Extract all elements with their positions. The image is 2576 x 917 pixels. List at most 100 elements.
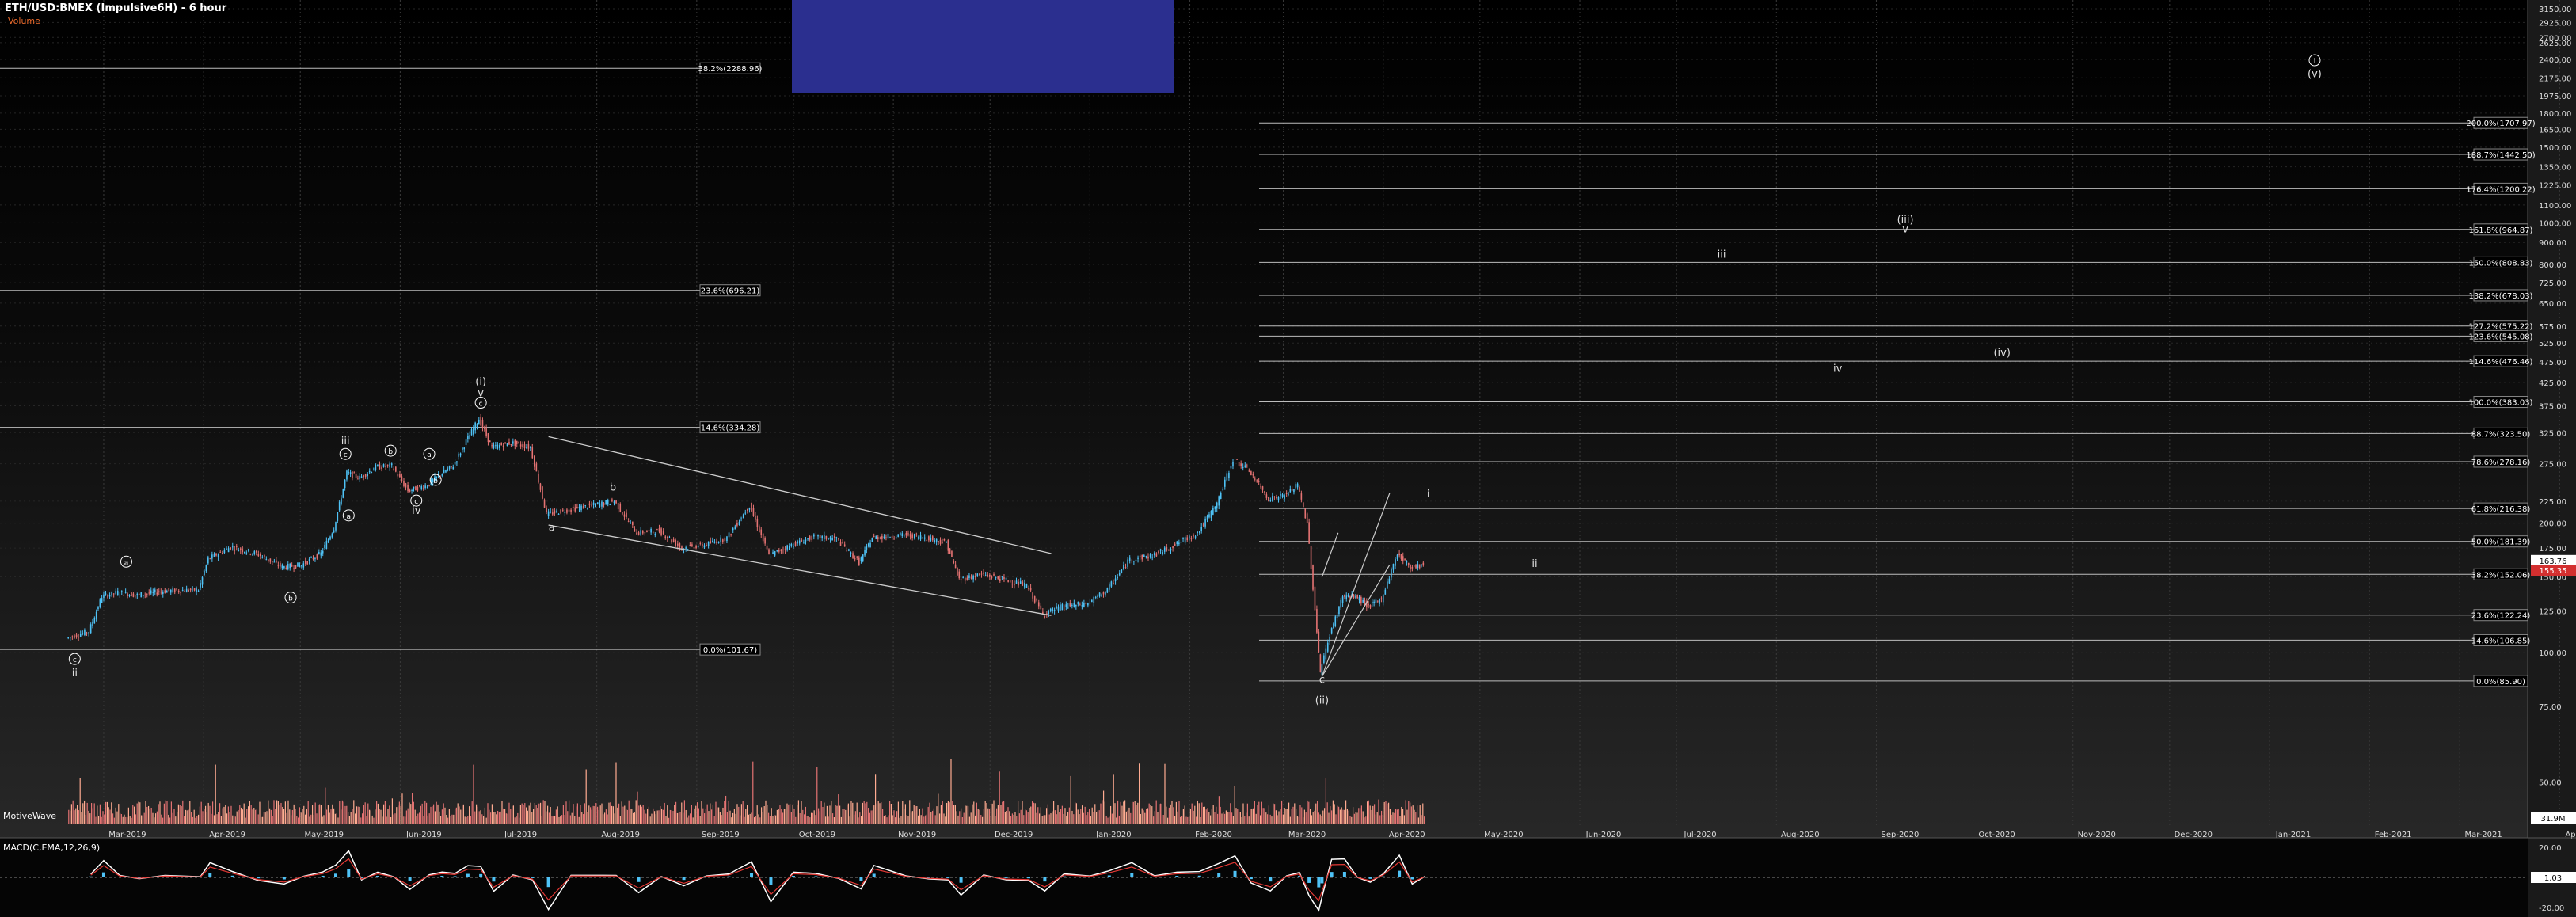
x-tick-label: Mar-2020 [1288, 831, 1326, 839]
y-tick-label: 1000.00 [2539, 219, 2571, 228]
candle-body [907, 533, 909, 535]
volume-bar [1358, 808, 1360, 824]
volume-bar [293, 804, 295, 824]
volume-bar [95, 816, 97, 824]
volume-bar [601, 803, 603, 824]
candle-body [695, 546, 697, 549]
candle-body [368, 470, 371, 473]
candle-body [1206, 516, 1208, 520]
volume-bar [551, 816, 553, 824]
volume-bar [1007, 807, 1009, 824]
candle-body [265, 558, 268, 561]
volume-bar [771, 808, 772, 824]
volume-bar [790, 812, 792, 824]
volume-bar [865, 803, 866, 824]
volume-bar [421, 803, 423, 824]
candle-body [1250, 471, 1252, 476]
volume-bar [284, 801, 286, 824]
volume-bar [695, 805, 697, 824]
fib-label-box [2473, 675, 2528, 687]
wave-label: a [427, 451, 432, 459]
volume-bar [1091, 807, 1093, 824]
candle-body [338, 501, 341, 511]
candle-body [287, 563, 289, 570]
candle-body [534, 455, 535, 467]
price-tag [2531, 554, 2576, 566]
volume-bar [259, 801, 261, 824]
volume-bar [544, 801, 546, 824]
volume-bar [938, 813, 941, 824]
volume-bar [90, 803, 93, 824]
candle-body [289, 563, 291, 569]
volume-bar [679, 812, 681, 824]
volume-bar [1221, 813, 1223, 824]
volume-bar [341, 800, 343, 824]
candle-body [685, 547, 687, 549]
volume-bar [135, 814, 136, 824]
volume-bar [470, 816, 471, 824]
candle-body [897, 534, 900, 537]
volume-bar [257, 814, 259, 824]
volume-bar [1349, 816, 1351, 824]
macd-hist-bar [1269, 877, 1273, 882]
candle-body [768, 549, 770, 555]
fib-label-box [2473, 502, 2528, 515]
candle-body [1174, 543, 1176, 546]
candle-body [926, 539, 928, 541]
candle-body [420, 486, 423, 489]
candle-body [67, 637, 69, 638]
candle-body [1204, 519, 1206, 527]
volume-bar [829, 805, 831, 824]
candle-body [1123, 565, 1124, 569]
volume-bar [917, 815, 919, 824]
volume-bar [839, 805, 841, 824]
volume-bar [605, 809, 607, 824]
volume-bar [1123, 801, 1124, 824]
candle-body [873, 535, 875, 537]
volume-bar [859, 812, 861, 824]
candle-body [595, 504, 596, 507]
candle-body [538, 474, 539, 483]
volume-bar [717, 807, 720, 824]
chart-title: ETH/USD:BMEX (Impulsive6H) - 6 hour [5, 2, 227, 14]
volume-bar [1285, 808, 1287, 824]
volume-bar [904, 804, 906, 824]
volume-bar [354, 813, 356, 824]
volume-bar [129, 816, 131, 824]
candle-body [168, 588, 170, 592]
volume-bar [836, 805, 838, 824]
wave-label: a [347, 513, 352, 521]
volume-bar [1294, 803, 1296, 824]
volume-bar [1258, 801, 1260, 824]
candle-body [1094, 596, 1097, 598]
candle-body [738, 521, 740, 526]
volume-bar [1157, 812, 1159, 824]
volume-bar [725, 795, 727, 824]
candle-body [552, 512, 554, 515]
candle-body [1415, 564, 1417, 569]
volume-bar [1264, 808, 1265, 824]
volume-bar [558, 816, 560, 824]
x-tick-label: Aug-2019 [601, 831, 640, 839]
volume-bar [879, 803, 881, 824]
volume-bar [79, 778, 81, 824]
fib-label-right: 123.6%(545.08) [2469, 333, 2533, 341]
volume-bar [139, 802, 141, 824]
volume-bar [986, 803, 987, 824]
candle-body [89, 624, 92, 634]
volume-bar [1189, 809, 1191, 824]
volume-bar [464, 816, 466, 824]
fib-label-box [2473, 455, 2528, 468]
volume-bar [1356, 812, 1358, 824]
candle-body [379, 464, 381, 470]
volume-bar [1125, 811, 1127, 824]
candle-body [622, 512, 623, 515]
candle-body [983, 572, 984, 574]
volume-bar [634, 812, 635, 824]
volume-bar [78, 810, 79, 824]
candle-body [1085, 603, 1087, 605]
candle-body [1382, 594, 1384, 603]
volume-bar [1378, 799, 1379, 824]
volume-bar [760, 807, 763, 824]
